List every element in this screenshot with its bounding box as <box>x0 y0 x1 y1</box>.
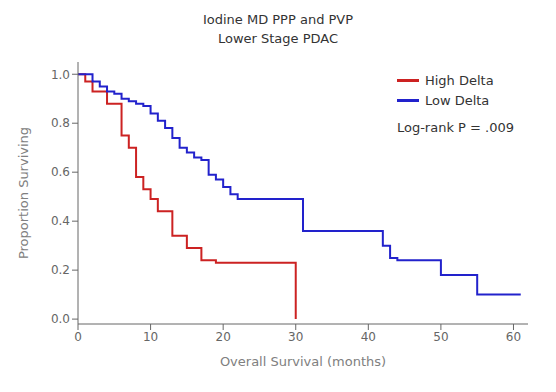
svg-text:0.0: 0.0 <box>51 312 70 326</box>
html-text:Log-rank P = .009: Log-rank P = .009 <box>396 120 514 135</box>
svg-text:0.4: 0.4 <box>51 214 70 228</box>
svg-text:Overall Survival (months): Overall Survival (months) <box>220 354 386 369</box>
html-text:High Delta: High Delta <box>424 72 494 88</box>
svg-text:60: 60 <box>506 330 521 344</box>
svg-text:50: 50 <box>433 330 448 344</box>
svg-text:10: 10 <box>143 330 158 344</box>
svg-text:1.0: 1.0 <box>51 68 70 82</box>
svg-text:30: 30 <box>288 330 303 344</box>
svg-text:20: 20 <box>216 330 231 344</box>
svg-text:0.6: 0.6 <box>51 165 70 179</box>
svg-text:0.2: 0.2 <box>51 263 70 277</box>
svg-text:Proportion Surviving: Proportion Surviving <box>16 127 31 259</box>
html-text:Iodine MD PPP and PVP: Iodine MD PPP and PVP <box>202 12 354 27</box>
svg-text:0.8: 0.8 <box>51 116 70 130</box>
svg-text:0: 0 <box>74 330 82 344</box>
html-text:Lower Stage PDAC: Lower Stage PDAC <box>217 31 339 46</box>
svg-text:40: 40 <box>361 330 376 344</box>
html-text:Low Delta: Low Delta <box>424 92 490 108</box>
